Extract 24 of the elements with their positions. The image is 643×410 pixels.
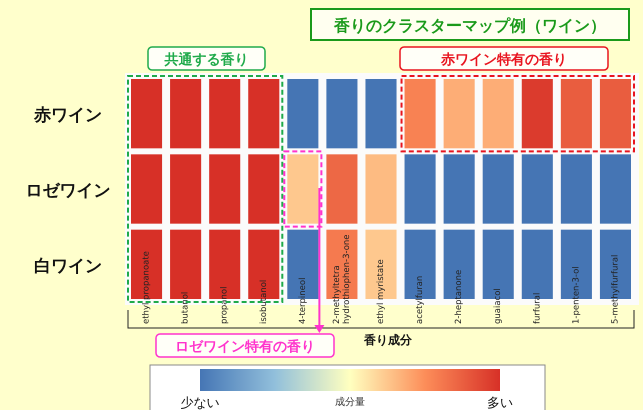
x-tick-label: 5-methylfurfural bbox=[610, 254, 620, 324]
x-tick-label: isobutanol bbox=[258, 280, 269, 324]
x-tick-label: 2-heptanone bbox=[454, 270, 464, 324]
x-tick-label: 2-methyltetra hydrothiophen-3-one bbox=[332, 234, 352, 324]
x-tick-label: ethyl myristate bbox=[376, 259, 386, 324]
y-tick-label: ロゼワイン bbox=[26, 181, 110, 201]
color-bar-label: 少ない bbox=[180, 396, 220, 410]
x-tick-label: acetylfuran bbox=[415, 276, 426, 324]
chart-title: 香りのクラスターマップ例（ワイン） bbox=[333, 16, 606, 35]
x-tick-label: ethyl propanoate bbox=[142, 251, 152, 324]
x-axis-title: 香り成分 bbox=[363, 333, 413, 347]
x-tick-label: 1-penten-3-ol bbox=[571, 266, 582, 324]
x-tick-label: furfural bbox=[532, 292, 542, 324]
color-bar-label: 多い bbox=[487, 396, 513, 410]
text: 赤ワイン特有の香り bbox=[440, 52, 567, 68]
x-tick-label: propanol bbox=[220, 286, 230, 324]
color-bar-title: 成分量 bbox=[335, 396, 365, 408]
y-tick-label: 白ワイン bbox=[34, 256, 102, 276]
text: 共通する香り bbox=[164, 51, 248, 68]
y-tick-label: 赤ワイン bbox=[33, 106, 102, 126]
x-tick-label: butanol bbox=[180, 292, 191, 324]
text: ロゼワイン特有の香り bbox=[175, 339, 315, 355]
x-tick-label: guaiacol bbox=[493, 288, 504, 324]
x-tick-label: 4-terpineol bbox=[298, 278, 308, 324]
